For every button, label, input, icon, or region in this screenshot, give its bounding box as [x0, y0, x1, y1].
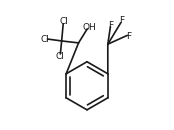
Text: Cl: Cl — [60, 17, 69, 26]
Text: F: F — [126, 32, 131, 41]
Text: OH: OH — [83, 23, 96, 32]
Text: F: F — [108, 21, 113, 30]
Text: F: F — [120, 16, 125, 25]
Text: Cl: Cl — [40, 34, 49, 44]
Text: Cl: Cl — [56, 52, 65, 61]
